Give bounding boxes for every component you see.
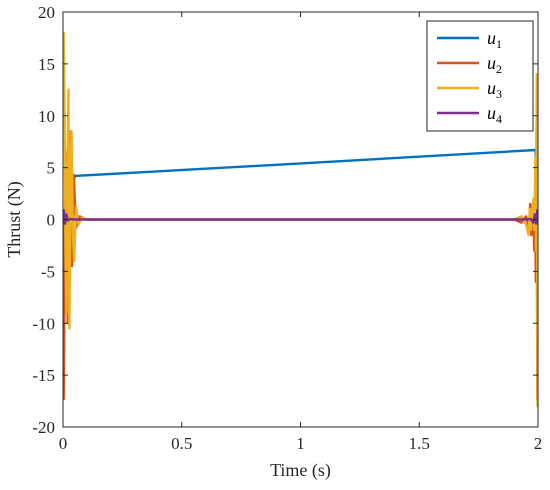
x-tick-label: 2: [534, 434, 543, 453]
labels-layer: 0 0.5 1 1.5 2 -20 -15 -10 -5 0 5 10 15 20 Time (s) Thru…: [4, 3, 542, 481]
legend-label-u3: u3: [487, 78, 502, 101]
y-axis-label: Thrust (N): [4, 181, 25, 257]
y-tick-label: -10: [32, 314, 55, 333]
series-layer: [63, 31, 538, 408]
x-axis-label: Time (s): [270, 460, 331, 481]
series-line-u4: [63, 208, 538, 225]
y-tick-label: 15: [38, 55, 55, 74]
x-tick-label: 0.5: [171, 434, 192, 453]
legend-label-u2: u2: [487, 53, 502, 76]
y-tick-label: 20: [38, 3, 55, 22]
x-tick-label: 1: [296, 434, 305, 453]
y-tick-label: 10: [38, 107, 55, 126]
legend-label-u1: u1: [487, 28, 502, 51]
y-tick-label: -5: [41, 262, 55, 281]
ticks-layer: [62, 11, 539, 428]
x-tick-label: 1.5: [409, 434, 430, 453]
y-tick-label: -15: [32, 366, 55, 385]
y-tick-label: 0: [47, 211, 56, 230]
y-tick-label: -20: [32, 418, 55, 437]
x-tick-label: 0: [59, 434, 68, 453]
legend-label-u4: u4: [487, 103, 502, 126]
y-tick-label: 5: [47, 159, 56, 178]
